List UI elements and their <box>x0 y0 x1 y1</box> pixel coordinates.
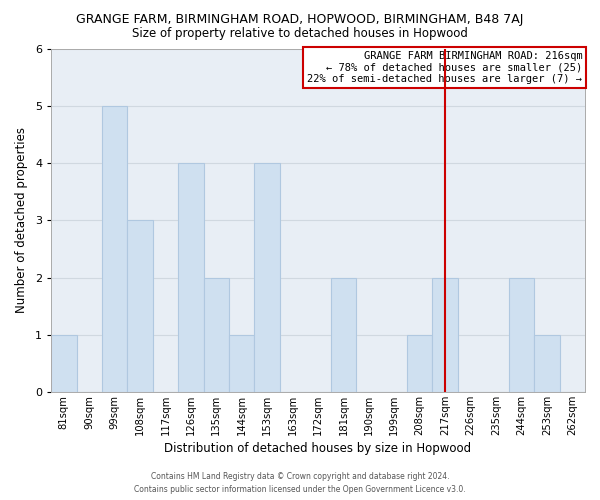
Bar <box>178 164 203 392</box>
Bar <box>203 278 229 392</box>
Bar <box>127 220 153 392</box>
Text: GRANGE FARM, BIRMINGHAM ROAD, HOPWOOD, BIRMINGHAM, B48 7AJ: GRANGE FARM, BIRMINGHAM ROAD, HOPWOOD, B… <box>76 12 524 26</box>
Bar <box>509 278 534 392</box>
Text: GRANGE FARM BIRMINGHAM ROAD: 216sqm
← 78% of detached houses are smaller (25)
22: GRANGE FARM BIRMINGHAM ROAD: 216sqm ← 78… <box>307 50 583 84</box>
X-axis label: Distribution of detached houses by size in Hopwood: Distribution of detached houses by size … <box>164 442 472 455</box>
Bar <box>534 335 560 392</box>
Bar <box>229 335 254 392</box>
Bar <box>433 278 458 392</box>
Y-axis label: Number of detached properties: Number of detached properties <box>15 128 28 314</box>
Bar <box>254 164 280 392</box>
Bar <box>51 335 77 392</box>
Text: Contains HM Land Registry data © Crown copyright and database right 2024.
Contai: Contains HM Land Registry data © Crown c… <box>134 472 466 494</box>
Text: Size of property relative to detached houses in Hopwood: Size of property relative to detached ho… <box>132 28 468 40</box>
Bar <box>407 335 433 392</box>
Bar <box>331 278 356 392</box>
Bar <box>102 106 127 392</box>
